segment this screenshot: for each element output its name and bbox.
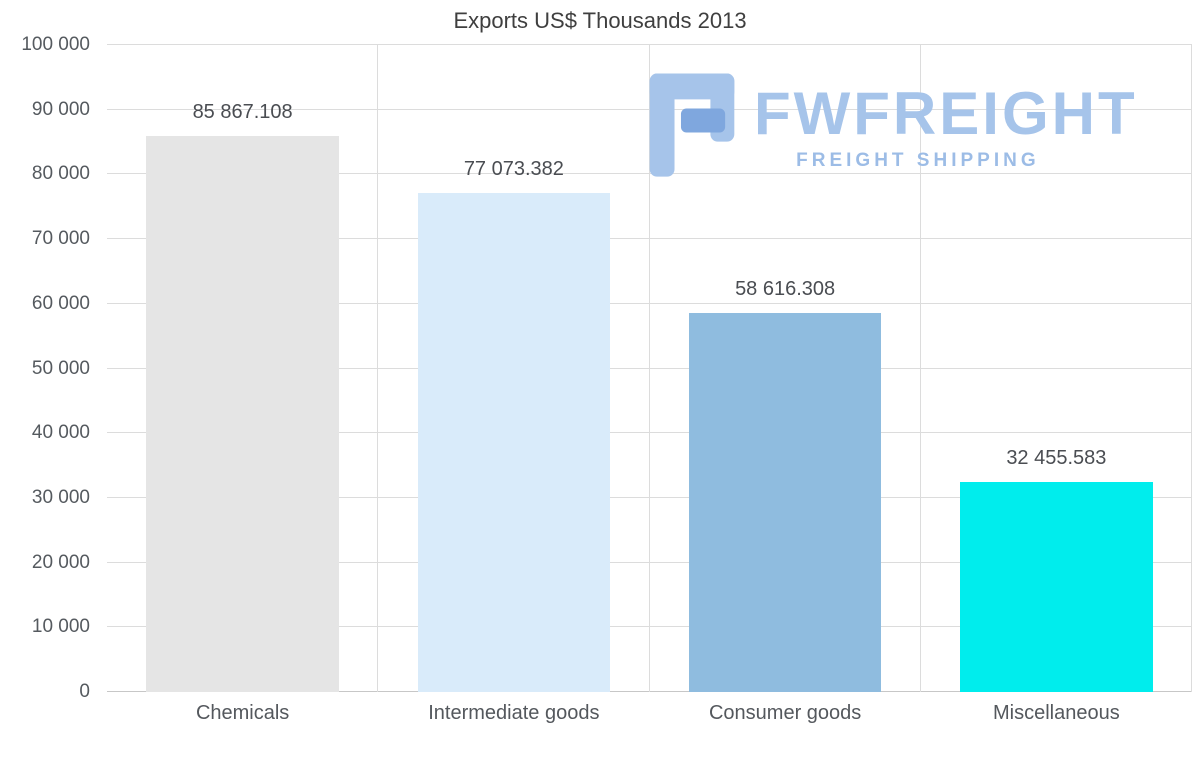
bar-cell: 58 616.308 [650,45,921,692]
watermark-logo: FWFREIGHT FREIGHT SHIPPING [646,66,1138,186]
y-tick-label: 90 000 [31,98,90,120]
category-label: Chemicals [195,702,290,724]
brand-tagline: FREIGHT SHIPPING [796,150,1040,171]
y-tick-label: 20 000 [31,551,90,573]
gridline-horizontal [107,496,1192,498]
bar [960,482,1153,692]
bar [146,136,339,692]
x-axis: Chemicals Intermediate goods Consumer good… [107,702,1192,725]
gridline-vertical [377,45,379,692]
y-tick-label: 80 000 [31,163,90,185]
y-tick-label: 60 000 [31,292,90,314]
y-tick-label: 0 [79,681,90,702]
y-tick-label: 50 000 [31,357,90,379]
logo-text: FWFREIGHT FREIGHT SHIPPING [754,66,1138,172]
category-label: Intermediate goods [428,702,600,724]
gridline-vertical [1191,45,1192,692]
bar-value-label: 85 867.108 [192,101,293,124]
gridline-vertical [648,45,650,692]
bar-value-label: 77 073.382 [463,158,564,181]
chart-title: Exports US$ Thousands 2013 [453,8,747,33]
y-tick-label: 40 000 [31,422,90,444]
gridline-horizontal [107,626,1192,628]
y-axis: 0 10 000 20 000 30 000 40 000 50 000 60 000 70 … [0,34,100,702]
y-tick-label: 10 000 [31,616,90,638]
gridline-horizontal [107,432,1192,434]
bar-value-label: 58 616.308 [735,277,836,300]
gridline-horizontal [107,238,1192,240]
gridline-horizontal [107,108,1192,110]
bars-container: 85 867.108 77 073.382 58 616.308 32 455.583 [107,45,1192,692]
gridline-horizontal [107,302,1192,304]
category-label: Miscellaneous [993,702,1120,724]
bar-cell: 85 867.108 [107,45,378,692]
gridline-horizontal [107,173,1192,175]
bar-cell: 32 455.583 [921,45,1192,692]
bar [417,193,611,692]
gridline-horizontal [107,561,1192,563]
gridline-vertical [919,45,921,692]
y-tick-label: 30 000 [31,486,90,508]
bar [688,312,882,692]
bar-value-label: 32 455.583 [1006,447,1107,470]
plot-area: 85 867.108 77 073.382 58 616.308 32 455.583 [107,44,1192,692]
gridline-horizontal [107,691,1192,692]
y-tick-label: 70 000 [31,228,90,250]
y-tick-label: 100 000 [21,34,90,55]
gridline-horizontal [107,367,1192,369]
brand-name: FWFREIGHT [754,80,1138,147]
bar-cell: 77 073.382 [378,45,649,692]
category-label: Consumer goods [708,702,862,724]
fwfreight-logo-icon [649,73,735,177]
gridline-horizontal [107,44,1192,45]
